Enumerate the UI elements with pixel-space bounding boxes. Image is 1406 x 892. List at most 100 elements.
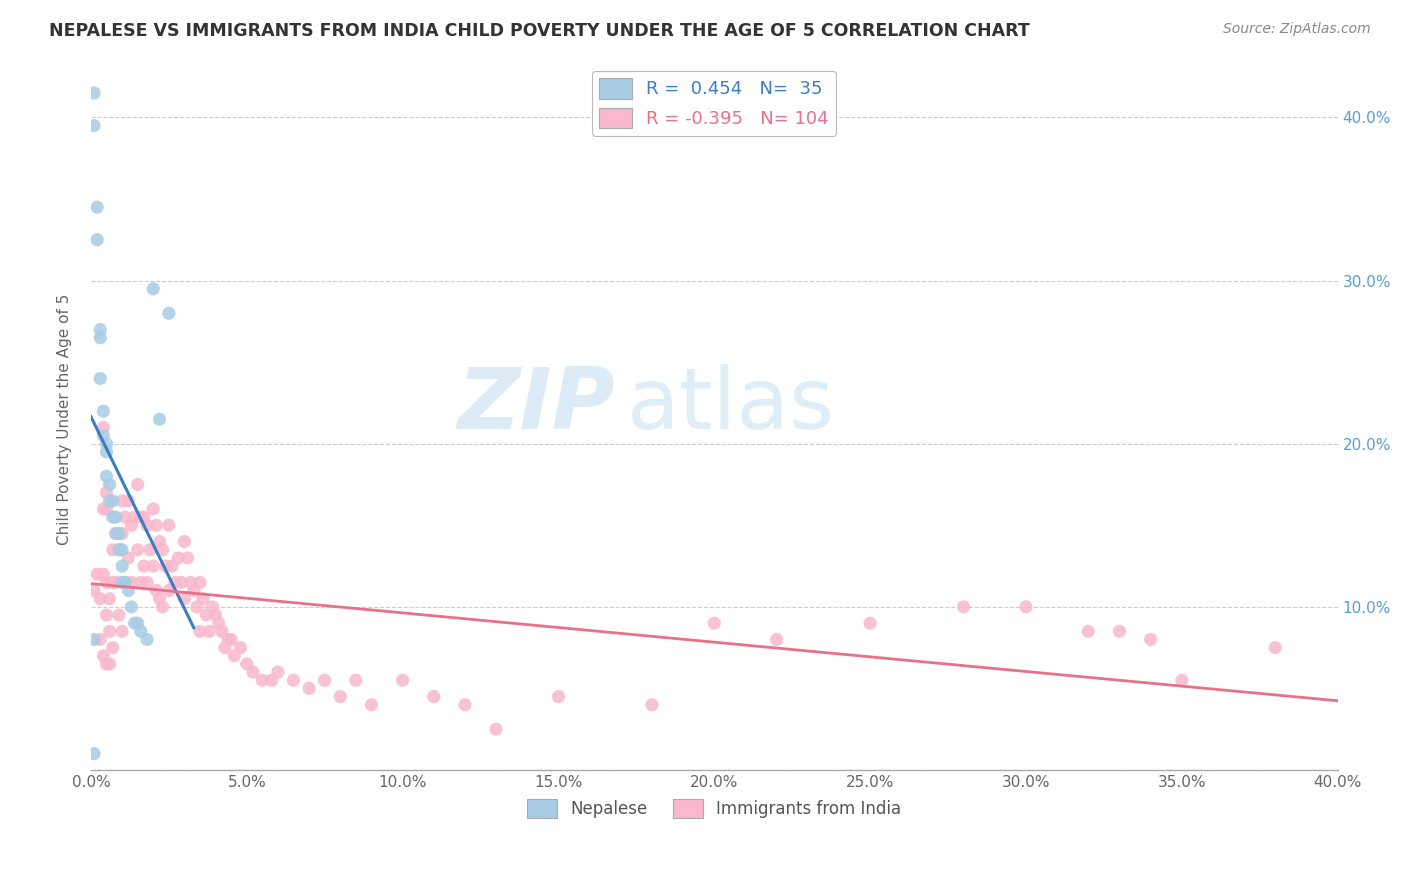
Point: [93, 428, 115, 442]
Point: [108, 526, 131, 541]
Point: [101, 575, 124, 590]
Point: [211, 624, 233, 639]
Point: [1077, 624, 1099, 639]
Point: [117, 493, 139, 508]
Point: [117, 583, 139, 598]
Point: [96, 502, 118, 516]
Point: [108, 542, 131, 557]
Point: [157, 583, 180, 598]
Point: [152, 542, 174, 557]
Point: [114, 575, 136, 590]
Point: [191, 591, 214, 606]
Point: [98, 477, 121, 491]
Point: [454, 698, 477, 712]
Point: [132, 510, 155, 524]
Point: [155, 559, 177, 574]
Y-axis label: Child Poverty Under the Age of 5: Child Poverty Under the Age of 5: [58, 293, 72, 545]
Point: [136, 575, 159, 590]
Point: [1139, 632, 1161, 647]
Point: [314, 673, 336, 688]
Point: [83, 632, 105, 647]
Point: [98, 493, 121, 508]
Point: [101, 542, 124, 557]
Point: [83, 86, 105, 100]
Point: [108, 607, 131, 622]
Text: NEPALESE VS IMMIGRANTS FROM INDIA CHILD POVERTY UNDER THE AGE OF 5 CORRELATION C: NEPALESE VS IMMIGRANTS FROM INDIA CHILD …: [49, 22, 1031, 40]
Point: [176, 550, 198, 565]
Point: [114, 510, 136, 524]
Point: [298, 681, 321, 696]
Point: [89, 632, 111, 647]
Point: [139, 542, 162, 557]
Point: [132, 559, 155, 574]
Point: [108, 542, 131, 557]
Point: [86, 200, 108, 214]
Point: [148, 591, 170, 606]
Point: [201, 599, 224, 614]
Point: [129, 575, 152, 590]
Point: [195, 607, 218, 622]
Point: [96, 575, 118, 590]
Point: [96, 445, 118, 459]
Point: [129, 510, 152, 524]
Point: [111, 624, 134, 639]
Point: [242, 665, 264, 679]
Point: [188, 624, 211, 639]
Point: [152, 599, 174, 614]
Point: [703, 616, 725, 631]
Point: [183, 583, 205, 598]
Text: atlas: atlas: [627, 364, 835, 447]
Point: [96, 607, 118, 622]
Point: [329, 690, 352, 704]
Point: [89, 591, 111, 606]
Point: [83, 747, 105, 761]
Point: [167, 550, 190, 565]
Point: [641, 698, 664, 712]
Point: [136, 632, 159, 647]
Point: [1264, 640, 1286, 655]
Point: [173, 534, 195, 549]
Point: [145, 583, 167, 598]
Point: [124, 616, 146, 631]
Point: [127, 542, 149, 557]
Point: [859, 616, 882, 631]
Point: [217, 632, 239, 647]
Point: [188, 575, 211, 590]
Point: [1171, 673, 1194, 688]
Point: [124, 510, 146, 524]
Point: [145, 518, 167, 533]
Point: [101, 510, 124, 524]
Legend: Nepalese, Immigrants from India: Nepalese, Immigrants from India: [520, 792, 908, 825]
Text: ZIP: ZIP: [457, 364, 614, 447]
Point: [224, 648, 246, 663]
Point: [120, 575, 142, 590]
Point: [89, 371, 111, 385]
Point: [96, 657, 118, 671]
Point: [186, 599, 208, 614]
Point: [101, 640, 124, 655]
Point: [96, 469, 118, 483]
Point: [260, 673, 283, 688]
Point: [93, 404, 115, 418]
Point: [98, 657, 121, 671]
Point: [93, 567, 115, 582]
Point: [547, 690, 569, 704]
Point: [142, 502, 165, 516]
Point: [111, 526, 134, 541]
Point: [127, 616, 149, 631]
Point: [86, 567, 108, 582]
Point: [765, 632, 787, 647]
Point: [136, 518, 159, 533]
Point: [142, 559, 165, 574]
Point: [423, 690, 446, 704]
Point: [129, 624, 152, 639]
Point: [148, 534, 170, 549]
Point: [148, 412, 170, 426]
Point: [120, 518, 142, 533]
Point: [360, 698, 382, 712]
Point: [170, 575, 193, 590]
Point: [952, 599, 974, 614]
Text: Source: ZipAtlas.com: Source: ZipAtlas.com: [1223, 22, 1371, 37]
Point: [98, 624, 121, 639]
Point: [120, 599, 142, 614]
